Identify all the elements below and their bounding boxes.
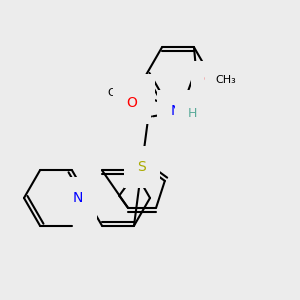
Text: S: S [138, 160, 146, 174]
Text: O: O [203, 73, 213, 86]
Text: N: N [73, 191, 83, 205]
Text: O: O [133, 86, 143, 99]
Text: H: H [187, 107, 197, 120]
Text: CH₃: CH₃ [216, 75, 236, 85]
Text: CH₃: CH₃ [108, 88, 128, 98]
Text: O: O [127, 96, 137, 110]
Text: N: N [171, 104, 181, 118]
